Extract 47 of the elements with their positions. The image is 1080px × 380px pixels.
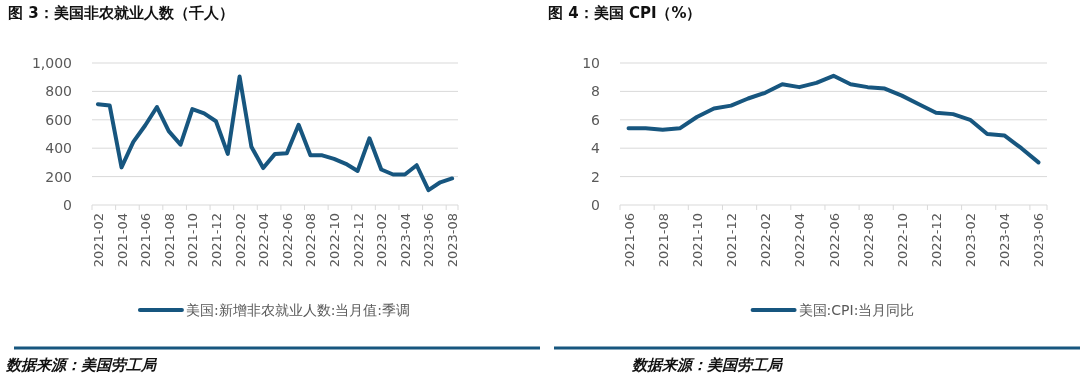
y-tick-label: 10 (582, 55, 600, 71)
x-tick-label: 2022-06 (279, 213, 295, 268)
x-tick-label: 2023-02 (963, 213, 979, 268)
source-note: 数据来源：美国劳工局 (5, 356, 158, 374)
y-tick-label: 8 (591, 83, 600, 100)
y-tick-label: 0 (63, 197, 72, 213)
x-tick-label: 2021-10 (185, 213, 201, 268)
x-tick-label: 2023-06 (1031, 213, 1047, 268)
y-tick-label: 0 (591, 197, 600, 213)
y-tick-label: 800 (45, 83, 72, 100)
source-note: 数据来源：美国劳工局 (631, 356, 784, 374)
x-tick-label: 2021-06 (621, 213, 637, 268)
x-tick-label: 2022-02 (758, 213, 774, 268)
x-tick-label: 2022-04 (256, 213, 272, 268)
legend-label: 美国:CPI:当月同比 (798, 302, 915, 318)
x-tick-label: 2021-12 (724, 213, 740, 268)
x-tick-label: 2021-04 (114, 213, 130, 268)
chart-title: 图 4：美国 CPI（%） (548, 4, 702, 22)
y-tick-label: 6 (591, 111, 601, 128)
x-tick-label: 2022-12 (350, 213, 366, 268)
x-tick-label: 2022-02 (232, 213, 248, 268)
x-tick-label: 2023-02 (374, 213, 390, 268)
legend-label: 美国:新增非农就业人数:当月值:季调 (185, 302, 411, 318)
y-tick-label: 200 (45, 168, 72, 185)
y-tick-label: 2 (591, 168, 600, 185)
x-tick-label: 2023-04 (997, 213, 1013, 268)
x-tick-label: 2021-10 (689, 213, 705, 268)
x-tick-label: 2021-08 (655, 213, 671, 268)
x-tick-label: 2021-12 (208, 213, 224, 268)
x-tick-label: 2023-04 (397, 213, 413, 268)
y-tick-label: 600 (45, 111, 72, 128)
x-tick-label: 2022-10 (327, 213, 343, 268)
x-tick-label: 2021-02 (90, 213, 106, 268)
x-tick-label: 2021-08 (161, 213, 177, 268)
x-tick-label: 2022-08 (303, 213, 319, 268)
x-tick-label: 2022-08 (860, 213, 876, 268)
x-tick-label: 2022-12 (928, 213, 944, 268)
x-tick-label: 2021-06 (138, 213, 154, 268)
x-tick-label: 2022-10 (894, 213, 910, 268)
chart-title: 图 3：美国非农就业人数（千人） (8, 4, 234, 22)
y-tick-label: 1,000 (31, 55, 72, 71)
y-tick-label: 4 (591, 140, 601, 157)
x-tick-label: 2022-06 (826, 213, 842, 268)
y-tick-label: 400 (45, 140, 72, 157)
x-tick-label: 2023-06 (421, 213, 437, 268)
x-tick-label: 2022-04 (792, 213, 808, 268)
x-tick-label: 2023-08 (445, 213, 461, 268)
